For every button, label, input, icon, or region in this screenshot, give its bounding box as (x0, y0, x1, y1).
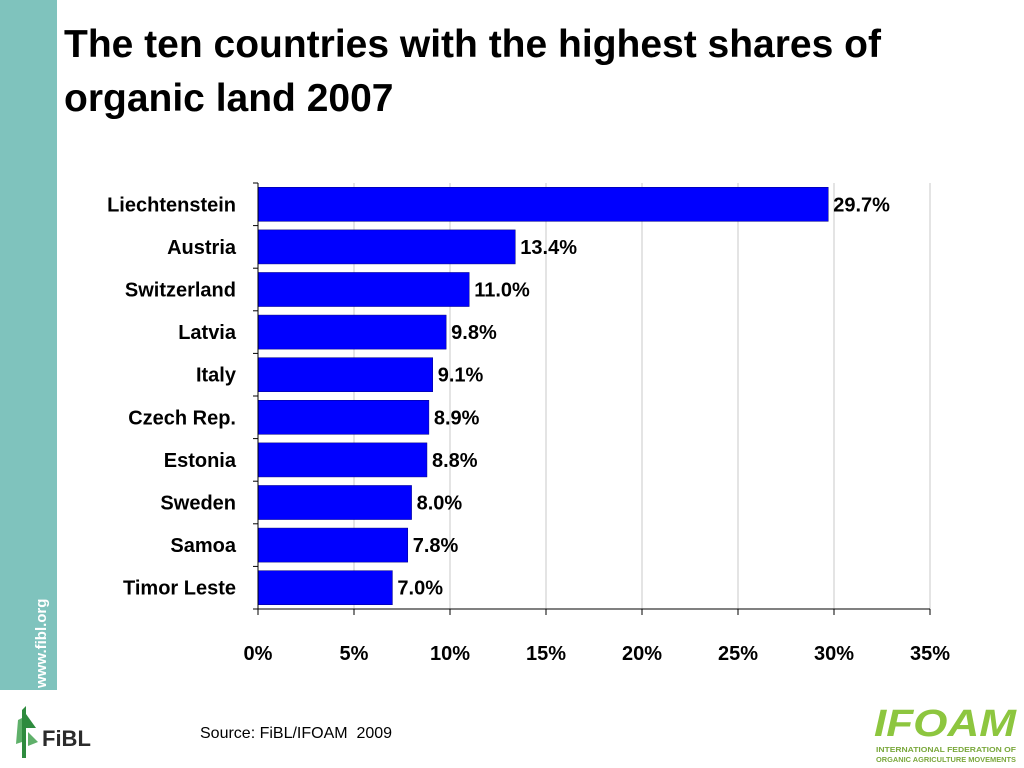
x-tick-label: 25% (718, 643, 758, 665)
bar (257, 357, 433, 392)
bar (257, 314, 447, 350)
side-bar (0, 0, 57, 690)
fibl-logo: FiBL (16, 706, 91, 758)
data-label: 9.8% (451, 322, 497, 344)
ifoam-wordmark: IFOAM (874, 703, 1018, 745)
x-tick-label: 10% (430, 643, 470, 665)
bar (257, 400, 430, 435)
data-label: 7.8% (413, 535, 459, 557)
category-label: Estonia (164, 450, 237, 472)
ifoam-tagline-line1: INTERNATIONAL FEDERATION OF (876, 745, 1017, 754)
x-tick-label: 20% (622, 643, 662, 665)
bar (257, 272, 470, 307)
data-label: 8.0% (417, 493, 463, 515)
category-label: Czech Rep. (128, 407, 236, 429)
data-label: 13.4% (520, 237, 577, 259)
x-tick-label: 30% (814, 643, 854, 665)
bar (257, 229, 516, 265)
x-tick-label: 5% (340, 643, 369, 665)
bar-chart: Liechtenstein 29.7% Austria 13.4% Switzerlan… (107, 182, 950, 665)
category-label: Liechtenstein (107, 194, 236, 216)
source-note: Source: FiBL/IFOAM 2009 (200, 725, 393, 742)
bar (257, 442, 428, 478)
data-label: 7.0% (397, 578, 443, 600)
data-label: 11.0% (474, 280, 530, 302)
category-label: Austria (167, 237, 237, 259)
x-tick-label: 0% (244, 643, 273, 665)
slide-title: The ten countries with the highest share… (64, 23, 881, 120)
x-tick-label: 35% (910, 643, 950, 665)
fibl-leaf-icon (16, 706, 38, 758)
category-label: Timor Leste (123, 578, 236, 600)
ifoam-tagline-line2: ORGANIC AGRICULTURE MOVEMENTS (876, 755, 1016, 764)
data-label: 9.1% (438, 365, 484, 387)
data-label: 8.9% (434, 407, 480, 429)
data-label: 29.7% (833, 194, 890, 216)
data-label: 8.8% (432, 450, 478, 472)
category-label: Italy (196, 365, 237, 387)
bar (257, 570, 393, 605)
category-label: Latvia (178, 322, 237, 344)
bar (257, 187, 829, 222)
category-label: Switzerland (125, 280, 236, 302)
category-label: Sweden (160, 493, 236, 515)
x-tick-label: 15% (526, 643, 566, 665)
category-label: Samoa (170, 535, 236, 557)
bar (257, 485, 412, 520)
fibl-wordmark: FiBL (42, 726, 91, 751)
ifoam-logo: IFOAM INTERNATIONAL FEDERATION OF ORGANI… (874, 703, 1018, 764)
bar (257, 527, 409, 563)
